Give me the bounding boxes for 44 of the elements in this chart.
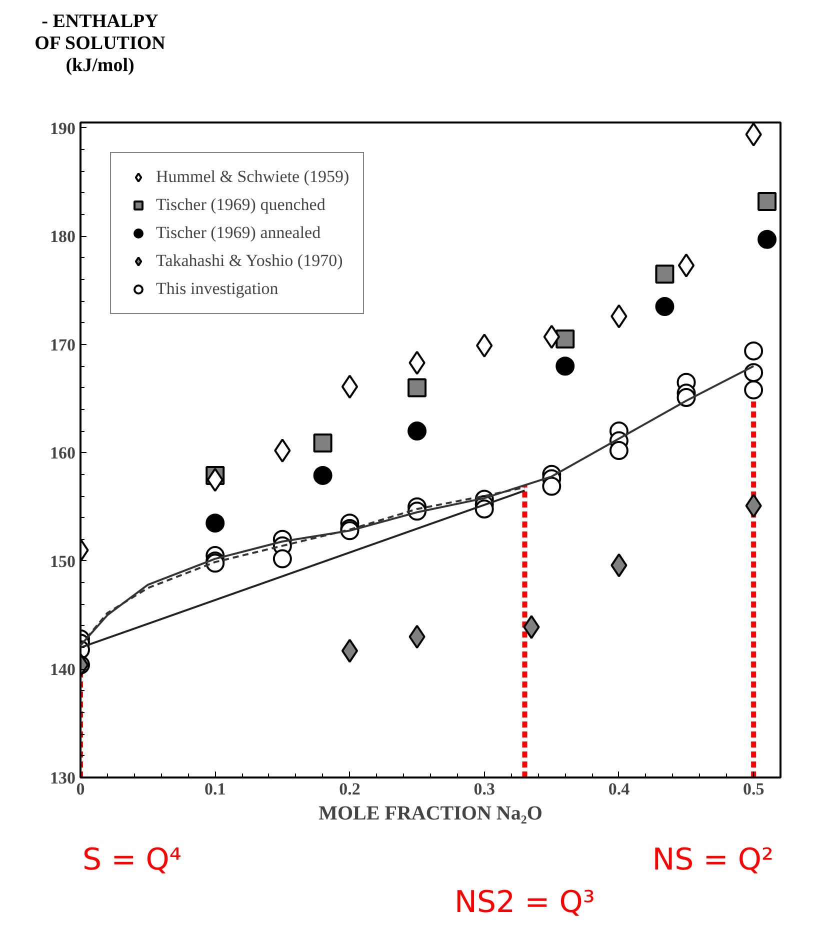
legend-label: Takahashi & Yoshio (1970): [156, 251, 343, 271]
point: [609, 441, 628, 460]
legend-label: Tischer (1969) annealed: [156, 223, 321, 243]
y-tick-label: 190: [50, 118, 76, 138]
point: [744, 363, 764, 382]
point: [341, 374, 358, 399]
point: [744, 380, 764, 400]
x-tick-label: 0.3: [474, 780, 495, 798]
point: [556, 356, 575, 376]
point: [408, 422, 427, 441]
x-tick-label: 0: [76, 780, 85, 798]
y-axis-title: - ENTHALPY OF SOLUTION (kJ/mol): [34, 10, 166, 77]
ref-line-label: S = Q⁴: [82, 842, 182, 878]
x-tick-label: 0.2: [339, 780, 360, 798]
point: [758, 192, 777, 212]
point: [655, 264, 674, 284]
point: [745, 122, 762, 146]
x-tick-label: 0.4: [608, 780, 630, 798]
y-tick-label: 150: [50, 552, 76, 571]
point: [758, 230, 777, 249]
ref-line-label: NS = Q²: [652, 842, 774, 878]
legend-label: Tischer (1969) quenched: [156, 195, 326, 215]
point: [744, 341, 764, 360]
point: [678, 253, 695, 278]
y-tick-label: 160: [50, 444, 76, 463]
x-axis-title: MOLE FRACTION Na₂O: [318, 802, 542, 824]
point: [272, 549, 292, 568]
x-tick-label: 0.5: [742, 780, 764, 798]
point: [408, 378, 427, 398]
y-tick-label: 180: [50, 227, 76, 246]
point: [206, 514, 225, 533]
ref-line-label: NS2 = Q³: [454, 885, 595, 920]
legend-label: This investigation: [156, 279, 278, 299]
x-tick-label: 0.1: [204, 780, 226, 798]
y-tick-label: 170: [50, 335, 76, 354]
point: [655, 297, 674, 316]
y-tick-label: 130: [50, 768, 76, 788]
point: [341, 638, 358, 663]
point: [556, 330, 575, 349]
point: [313, 433, 332, 452]
point: [313, 466, 332, 485]
legend-label: Hummel & Schwiete (1959): [156, 167, 350, 187]
y-tick-label: 140: [50, 660, 76, 680]
point: [542, 476, 562, 496]
